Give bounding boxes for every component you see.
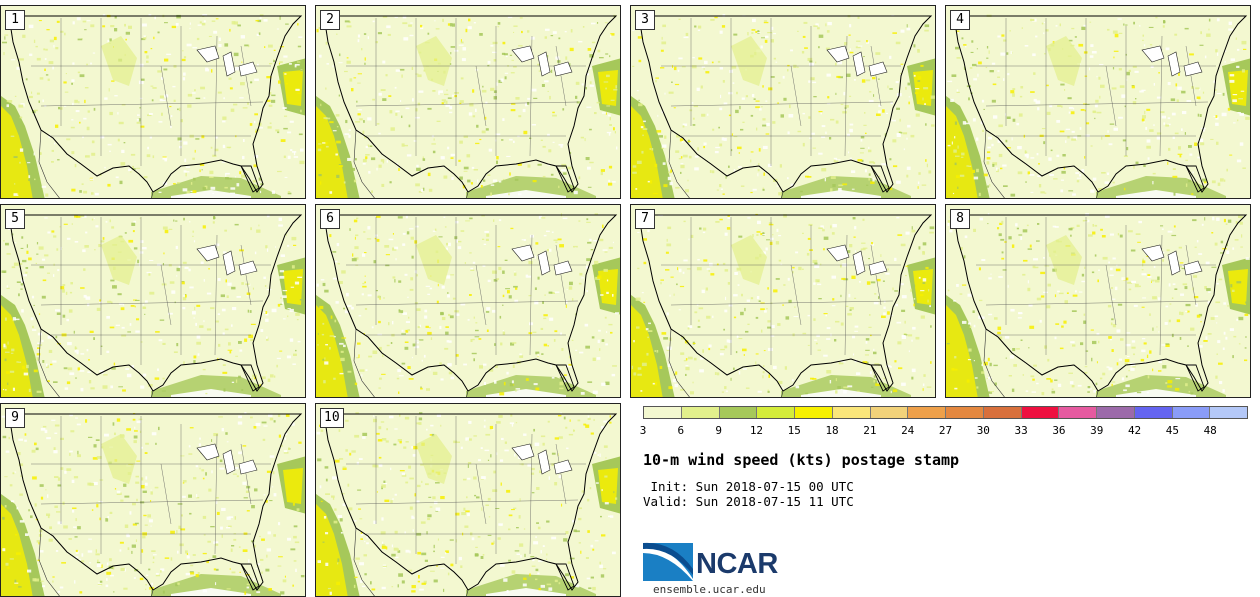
colorbar-tick-label: 36 — [1052, 424, 1066, 437]
panel-number: 2 — [320, 10, 340, 30]
ensemble-member-panel: 10 — [315, 403, 621, 597]
wind-speed-map — [631, 6, 935, 198]
ncar-logo-icon — [643, 542, 693, 581]
wind-speed-map — [946, 205, 1250, 397]
colorbar-tick-label: 12 — [749, 424, 764, 437]
colorbar-segment — [757, 407, 795, 418]
ensemble-member-panel: 7 — [630, 204, 936, 398]
site-url: ensemble.ucar.edu — [653, 583, 766, 596]
panel-number: 7 — [635, 209, 655, 229]
wind-speed-map — [1, 205, 305, 397]
wind-speed-map — [316, 6, 620, 198]
colorbar-segment — [1097, 407, 1135, 418]
ncar-logo-text: NCAR — [696, 548, 778, 580]
colorbar-segment — [795, 407, 833, 418]
colorbar-tick-label: 45 — [1165, 424, 1179, 437]
colorbar-tick-label: 6 — [677, 424, 685, 437]
panel-number: 5 — [5, 209, 25, 229]
ensemble-member-panel: 4 — [945, 5, 1251, 199]
colorbar-tick-label: 27 — [938, 424, 953, 437]
colorbar-tick-label: 15 — [787, 424, 801, 437]
colorbar-segment — [1134, 407, 1173, 418]
panel-number: 3 — [635, 10, 655, 30]
ensemble-member-panel: 1 — [0, 5, 306, 199]
colorbar-tick-label: 18 — [825, 424, 839, 437]
ensemble-member-panel: 8 — [945, 204, 1251, 398]
panel-number: 4 — [950, 10, 970, 30]
colorbar-segment — [1172, 407, 1211, 418]
wind-speed-map — [946, 6, 1250, 198]
wind-speed-map — [1, 6, 305, 198]
colorbar-tick-label: 39 — [1090, 424, 1104, 437]
wind-speed-map — [316, 205, 620, 397]
colorbar-tick-label: 42 — [1127, 424, 1142, 437]
wind-speed-map — [316, 404, 620, 596]
wind-speed-map — [1, 404, 305, 596]
ensemble-member-panel: 9 — [0, 403, 306, 597]
colorbar-tick-label: 48 — [1203, 424, 1217, 437]
colorbar-segment — [832, 407, 871, 418]
colorbar-tick-label: 33 — [1014, 424, 1028, 437]
colorbar-segment — [983, 407, 1022, 418]
map-title: 10-m wind speed (kts) postage stamp — [643, 451, 960, 469]
colorbar-tick-label: 24 — [901, 424, 915, 437]
colorbar-tick-label: 9 — [715, 424, 722, 437]
panel-number: 1 — [5, 10, 25, 30]
colorbar-ticks: 3 6 9 12 15 18 21 24 27 30 33 36 39 42 45 48 — [639, 424, 1248, 438]
panel-number: 10 — [320, 408, 344, 428]
colorbar-tick-label: 21 — [863, 424, 877, 437]
colorbar-segment — [644, 407, 682, 418]
colorbar-segment — [681, 407, 720, 418]
colorbar-segment — [1210, 407, 1247, 418]
colorbar-tick-label: 30 — [976, 424, 990, 437]
ensemble-member-panel: 2 — [315, 5, 621, 199]
panel-number: 6 — [320, 209, 340, 229]
panel-number: 9 — [5, 408, 25, 428]
init-time: Init: Sun 2018-07-15 00 UTC — [643, 479, 854, 494]
colorbar-segment — [908, 407, 946, 418]
colorbar — [643, 406, 1248, 419]
colorbar-segment — [1059, 407, 1097, 418]
colorbar-segment — [1021, 407, 1060, 418]
colorbar-tick-label: 3 — [639, 424, 647, 437]
ensemble-member-panel: 6 — [315, 204, 621, 398]
wind-speed-map — [631, 205, 935, 397]
colorbar-segment — [719, 407, 758, 418]
ensemble-member-panel: 5 — [0, 204, 306, 398]
panel-number: 8 — [950, 209, 970, 229]
colorbar-segment — [946, 407, 984, 418]
valid-time: Valid: Sun 2018-07-15 11 UTC — [643, 494, 854, 509]
ensemble-member-panel: 3 — [630, 5, 936, 199]
colorbar-segment — [870, 407, 909, 418]
